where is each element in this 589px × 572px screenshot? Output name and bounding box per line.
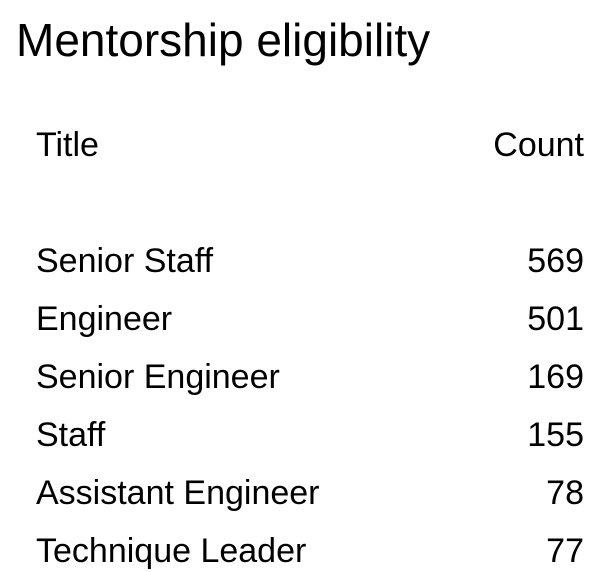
row-title: Staff bbox=[36, 416, 106, 454]
table-row: Engineer 501 bbox=[36, 290, 584, 348]
table-row: Assistant Engineer 78 bbox=[36, 464, 584, 522]
row-count: 169 bbox=[527, 358, 584, 396]
row-count: 155 bbox=[527, 416, 584, 454]
row-count: 569 bbox=[527, 242, 584, 280]
row-count: 78 bbox=[546, 474, 584, 512]
row-count: 77 bbox=[546, 532, 584, 570]
page-title: Mentorship eligibility bbox=[16, 14, 431, 66]
table-header-row: Title Count bbox=[36, 116, 584, 174]
row-count: 501 bbox=[527, 300, 584, 338]
row-title: Assistant Engineer bbox=[36, 474, 320, 512]
table-row: Staff 155 bbox=[36, 406, 584, 464]
eligibility-table: Title Count Senior Staff 569 Engineer 50… bbox=[36, 116, 584, 572]
column-header-title: Title bbox=[36, 126, 99, 164]
row-title: Technique Leader bbox=[36, 532, 307, 570]
table-row: Senior Staff 569 bbox=[36, 232, 584, 290]
row-title: Senior Engineer bbox=[36, 358, 280, 396]
row-title: Senior Staff bbox=[36, 242, 214, 280]
row-title: Engineer bbox=[36, 300, 173, 338]
table-row: Senior Engineer 169 bbox=[36, 348, 584, 406]
column-header-count: Count bbox=[493, 126, 584, 164]
table-row: Technique Leader 77 bbox=[36, 522, 584, 572]
